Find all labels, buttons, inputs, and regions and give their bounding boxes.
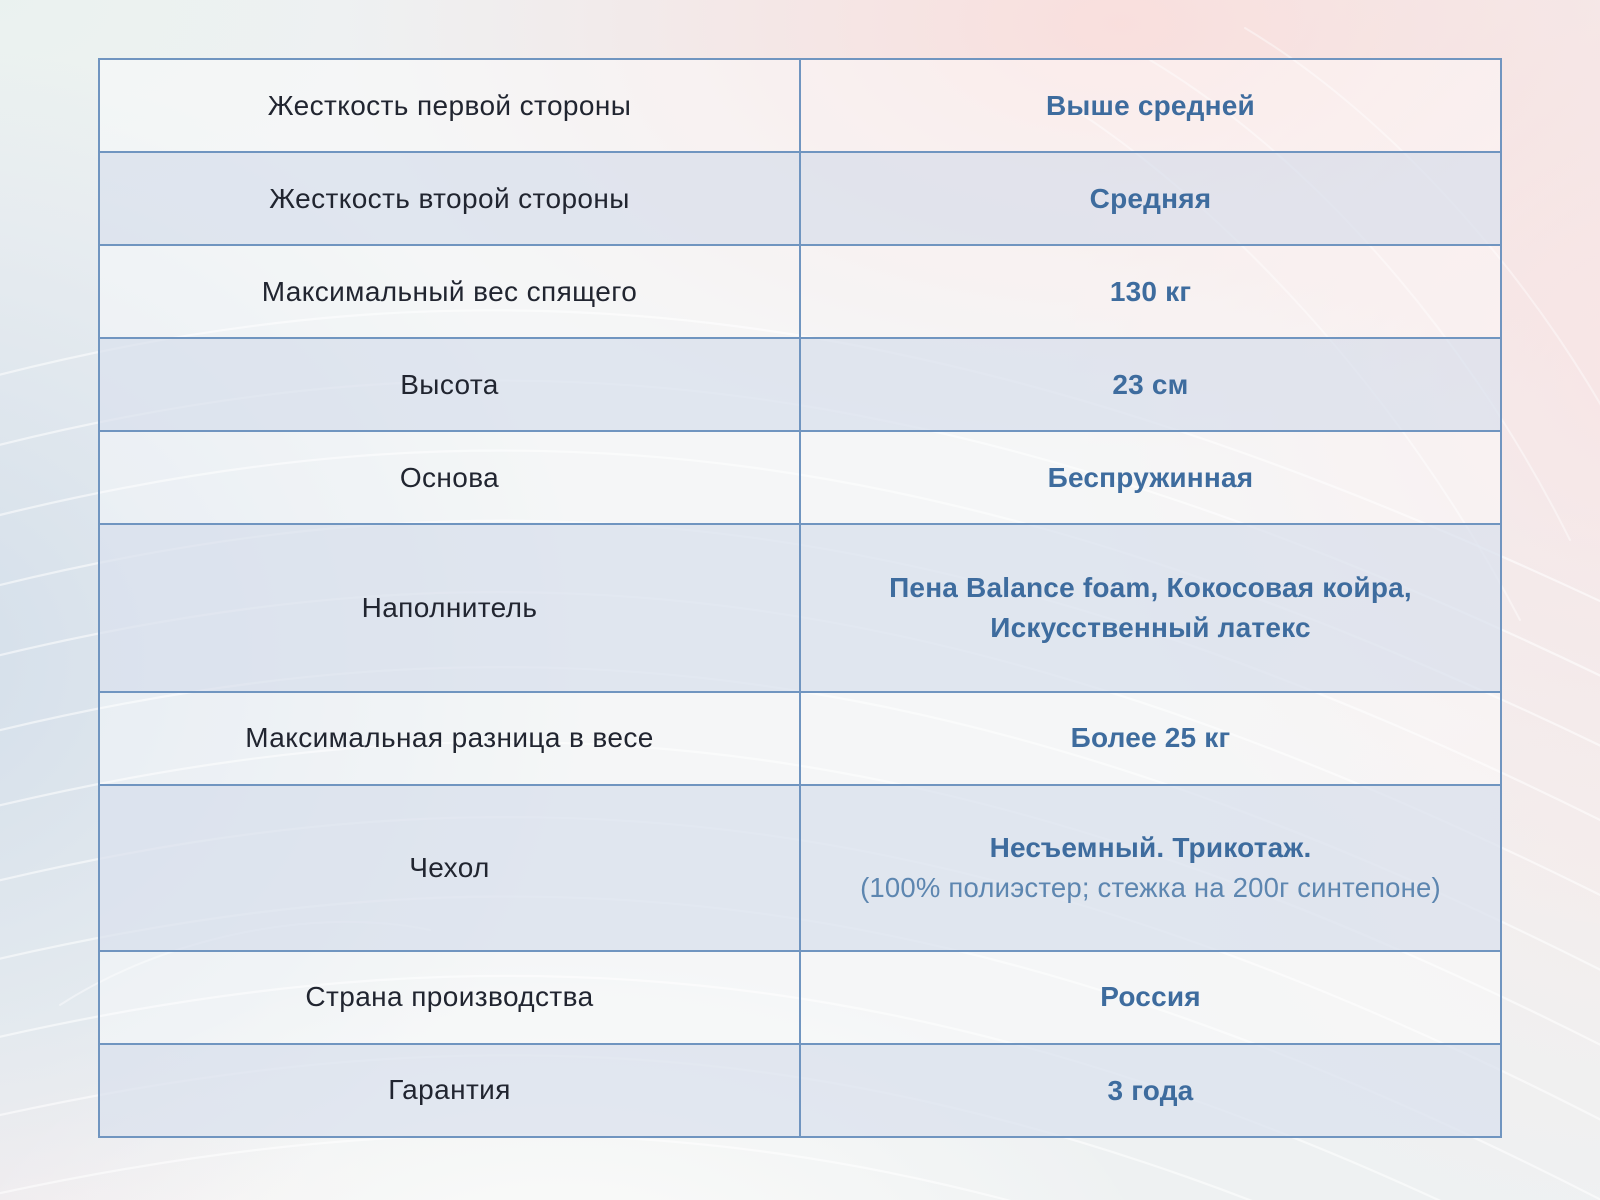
spec-value-line: Средняя [1089, 182, 1212, 214]
spec-row: Страна производства Россия [98, 949, 1502, 1045]
spec-value: Выше средней [799, 57, 1502, 154]
spec-row: Гарантия 3 года [98, 1042, 1502, 1139]
spec-value-line: Более 25 кг [1070, 722, 1231, 754]
spec-value-line: Несъемный. Трикотаж. [989, 832, 1312, 864]
spec-value: 3 года [799, 1042, 1502, 1139]
spec-value-line: (100% полиэстер; стежка на 200г синтепон… [860, 872, 1441, 904]
spec-value: Пена Balance foam, Кокосовая койра, Иску… [799, 523, 1502, 693]
spec-value: 23 см [799, 337, 1502, 433]
spec-value-line: Беспружинная [1047, 461, 1254, 493]
spec-label: Чехол [98, 783, 801, 952]
spec-row: Максимальный вес спящего 130 кг [98, 244, 1502, 340]
spec-table: Жесткость первой стороны Выше средней Жест… [98, 57, 1502, 1139]
spec-label: Максимальный вес спящего [98, 244, 801, 340]
spec-label: Основа [98, 430, 801, 526]
spec-value-line: 130 кг [1109, 275, 1192, 307]
spec-label: Высота [98, 337, 801, 433]
spec-value: Беспружинная [799, 430, 1502, 526]
spec-row: Жесткость первой стороны Выше средней [98, 57, 1502, 154]
spec-label: Максимальная разница в весе [98, 690, 801, 786]
spec-value: Несъемный. Трикотаж. (100% полиэстер; сте… [799, 783, 1502, 952]
spec-value-line: Пена Balance foam, Кокосовая койра, Иску… [889, 572, 1412, 643]
spec-value-line: 3 года [1107, 1074, 1194, 1106]
spec-row: Жесткость второй стороны Средняя [98, 151, 1502, 247]
spec-row: Высота 23 см [98, 337, 1502, 433]
spec-label: Страна производства [98, 949, 801, 1045]
spec-label: Гарантия [98, 1042, 801, 1139]
spec-row: Наполнитель Пена Balance foam, Кокосовая … [98, 523, 1502, 693]
spec-value-line: Выше средней [1046, 89, 1255, 121]
spec-label: Наполнитель [98, 523, 801, 693]
spec-value: 130 кг [799, 244, 1502, 340]
spec-value-line: Россия [1100, 981, 1201, 1013]
spec-label: Жесткость второй стороны [98, 151, 801, 247]
spec-row: Основа Беспружинная [98, 430, 1502, 526]
spec-label: Жесткость первой стороны [98, 57, 801, 154]
spec-table-body: Жесткость первой стороны Выше средней Жест… [98, 57, 1502, 1139]
spec-value: Более 25 кг [799, 690, 1502, 786]
spec-value: Средняя [799, 151, 1502, 247]
spec-row: Максимальная разница в весе Более 25 кг [98, 690, 1502, 786]
spec-row: Чехол Несъемный. Трикотаж. (100% полиэстер… [98, 783, 1502, 952]
spec-value-line: 23 см [1112, 368, 1189, 400]
spec-value: Россия [799, 949, 1502, 1045]
